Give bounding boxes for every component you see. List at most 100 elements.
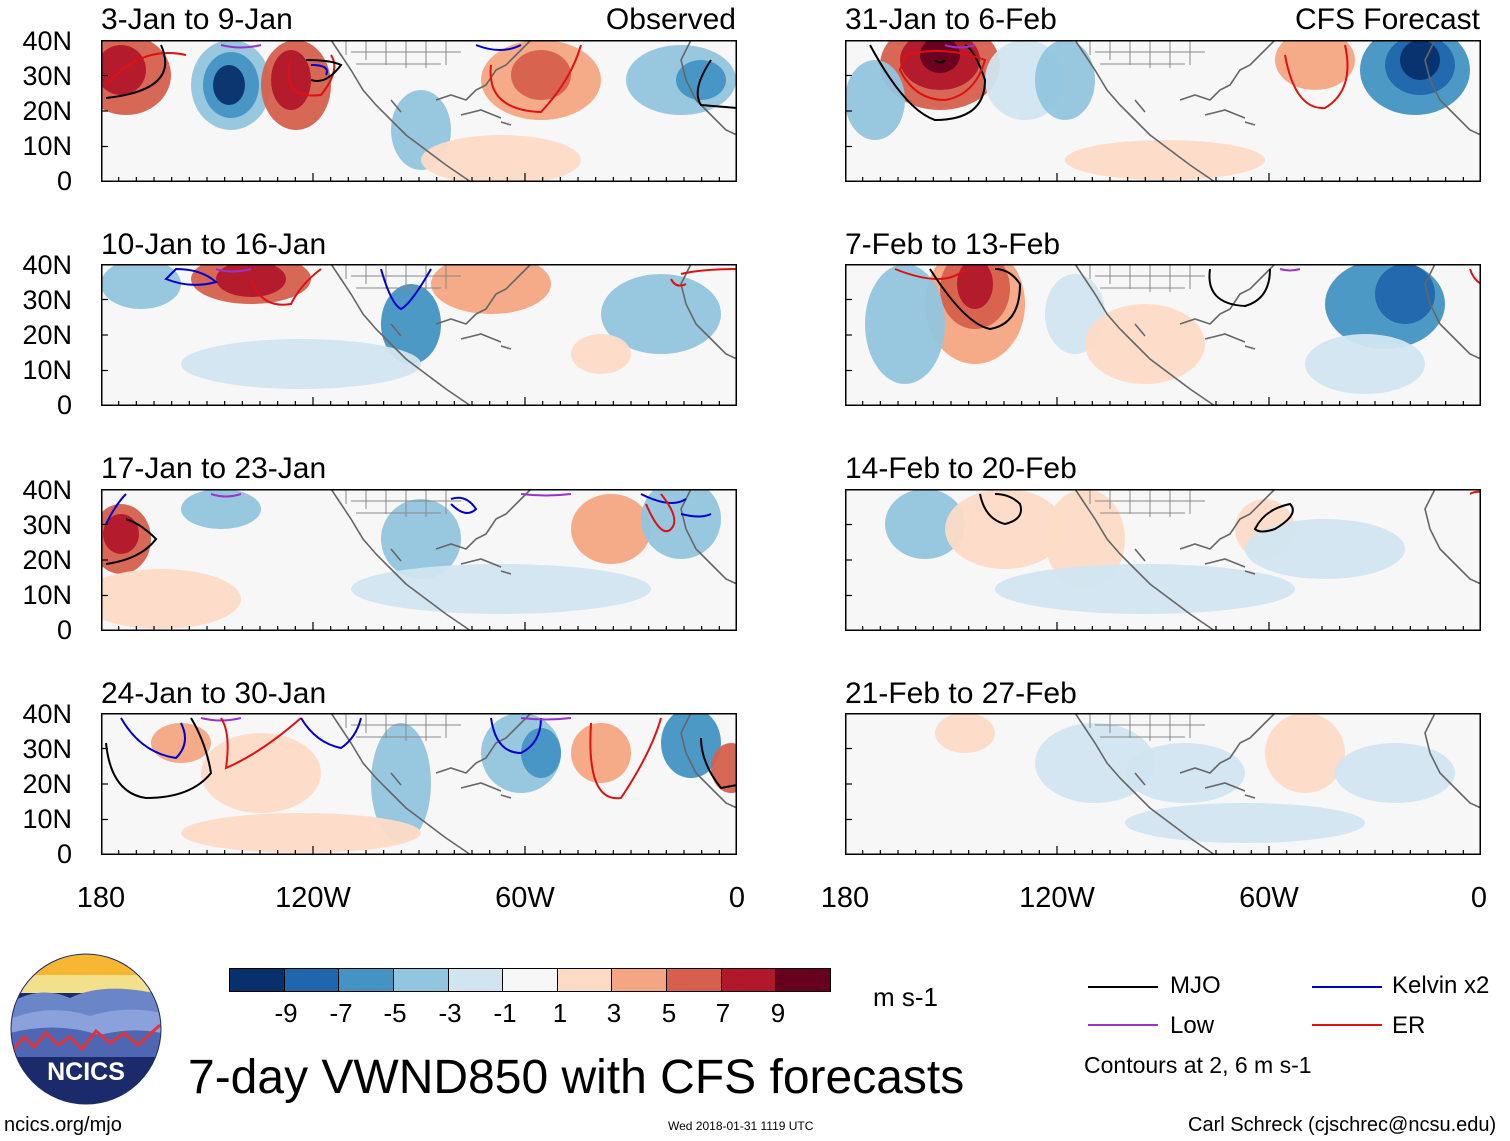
- anomaly-region: [920, 40, 960, 73]
- anomaly-region: [521, 728, 561, 778]
- anomaly-region: [957, 264, 993, 309]
- coastline: [330, 489, 737, 631]
- anomaly-region: [641, 489, 721, 559]
- contour-line: [869, 44, 987, 122]
- legend-kelvin-label: Kelvin x2: [1392, 972, 1490, 999]
- colorbar-swatch: [339, 969, 394, 991]
- coastline: [1074, 40, 1481, 182]
- lon-tick: 60W: [1239, 882, 1299, 914]
- anomaly-region: [421, 135, 581, 182]
- colorbar-label: -1: [493, 998, 517, 1028]
- panel-title-7: 24-Jan to 30-Jan: [101, 677, 327, 710]
- contour-line: [680, 268, 737, 275]
- lat-tick: 0: [56, 839, 72, 869]
- lat-tick: 10N: [22, 804, 72, 834]
- anomaly-region: [1375, 264, 1435, 324]
- logo-text: NCICS: [47, 1058, 125, 1086]
- anomaly-region: [945, 489, 1065, 569]
- state-boundaries: [345, 713, 461, 741]
- contour-line: [220, 44, 262, 49]
- anomaly-region: [181, 813, 421, 853]
- colorbar-label: 1: [552, 998, 568, 1028]
- lat-tick: 0: [56, 615, 72, 645]
- coastline: [1074, 264, 1481, 406]
- state-boundaries: [1089, 713, 1205, 741]
- lat-tick: 20N: [22, 769, 72, 799]
- colorbar-label: -9: [274, 998, 298, 1028]
- colorbar-swatch: [721, 969, 777, 991]
- anomaly-region: [431, 264, 551, 314]
- panel-tag-forecast: CFS Forecast: [1294, 3, 1480, 36]
- state-boundaries: [345, 40, 461, 68]
- lat-tick: 0: [56, 166, 72, 196]
- contour-line: [105, 717, 213, 800]
- contour-line: [105, 493, 127, 525]
- anomaly-region: [1065, 140, 1265, 180]
- map-panel-5: [101, 489, 737, 631]
- coastline: [330, 264, 737, 406]
- contour-line: [120, 717, 186, 760]
- colorbar-label: 7: [715, 998, 731, 1028]
- contour-line: [300, 717, 362, 750]
- contour-line: [105, 52, 187, 86]
- anomaly-region: [885, 489, 965, 559]
- coastline: [330, 40, 737, 182]
- lat-tick: 0: [56, 390, 72, 420]
- legend-er-label: ER: [1392, 1012, 1426, 1039]
- anomaly-region: [271, 50, 311, 110]
- anomaly-region: [1125, 803, 1365, 843]
- lat-tick: 40N: [22, 699, 72, 729]
- anomaly-region: [1125, 743, 1245, 803]
- anomaly-region: [101, 264, 181, 309]
- anomaly-region: [1035, 40, 1095, 120]
- contour-line: [288, 54, 336, 97]
- anomaly-region: [1245, 519, 1405, 579]
- anomaly-region: [151, 723, 211, 763]
- contour-line: [1253, 502, 1294, 533]
- lat-tick: 20N: [22, 96, 72, 126]
- contour-line: [520, 493, 572, 497]
- anomaly-region: [1400, 40, 1440, 80]
- contour-line: [929, 268, 1022, 331]
- anomaly-region: [1335, 743, 1455, 803]
- contour-line: [670, 278, 687, 287]
- contour-line: [589, 717, 662, 800]
- map-panel-4: [845, 264, 1481, 406]
- lat-tick: 40N: [22, 475, 72, 505]
- panel-title-8: 21-Feb to 27-Feb: [845, 677, 1077, 710]
- panel-title-6: 14-Feb to 20-Feb: [845, 452, 1077, 485]
- legend-mjo-line: [1088, 986, 1158, 988]
- figure-title: 7-day VWND850 with CFS forecasts: [188, 1051, 965, 1104]
- anomaly-region: [101, 45, 146, 95]
- anomaly-region: [103, 514, 139, 554]
- footer-url: ncics.org/mjo: [4, 1114, 122, 1136]
- lat-tick: 30N: [22, 285, 72, 315]
- anomaly-region: [351, 564, 651, 614]
- anomaly-region: [213, 65, 245, 105]
- contour-line: [105, 44, 167, 99]
- contour-line: [250, 268, 322, 306]
- legend-low-label: Low: [1170, 1012, 1215, 1039]
- contour-line: [520, 717, 572, 721]
- anomaly-region: [381, 499, 461, 579]
- lat-tick: 30N: [22, 61, 72, 91]
- state-boundaries: [1089, 40, 1205, 68]
- contour-line: [700, 737, 737, 790]
- ncics-logo: NCICS: [10, 953, 162, 1105]
- anomaly-region: [865, 264, 945, 384]
- colorbar-label: 5: [661, 998, 677, 1028]
- lat-tick: 30N: [22, 510, 72, 540]
- state-boundaries: [1089, 489, 1205, 517]
- legend-er-line: [1312, 1024, 1382, 1026]
- panel-title-1: 3-Jan to 9-Jan: [101, 3, 293, 36]
- contour-line: [489, 44, 582, 114]
- colorbar-swatch: [284, 969, 340, 991]
- map-panel-6: [845, 489, 1481, 631]
- lon-tick: 180: [76, 882, 126, 914]
- anomaly-region: [1265, 713, 1345, 793]
- contour-line: [200, 717, 242, 722]
- anomaly-region: [1045, 489, 1125, 589]
- map-panel-8: [845, 713, 1481, 855]
- panel-title-3: 10-Jan to 16-Jan: [101, 228, 327, 261]
- colorbar-swatch: [503, 969, 558, 991]
